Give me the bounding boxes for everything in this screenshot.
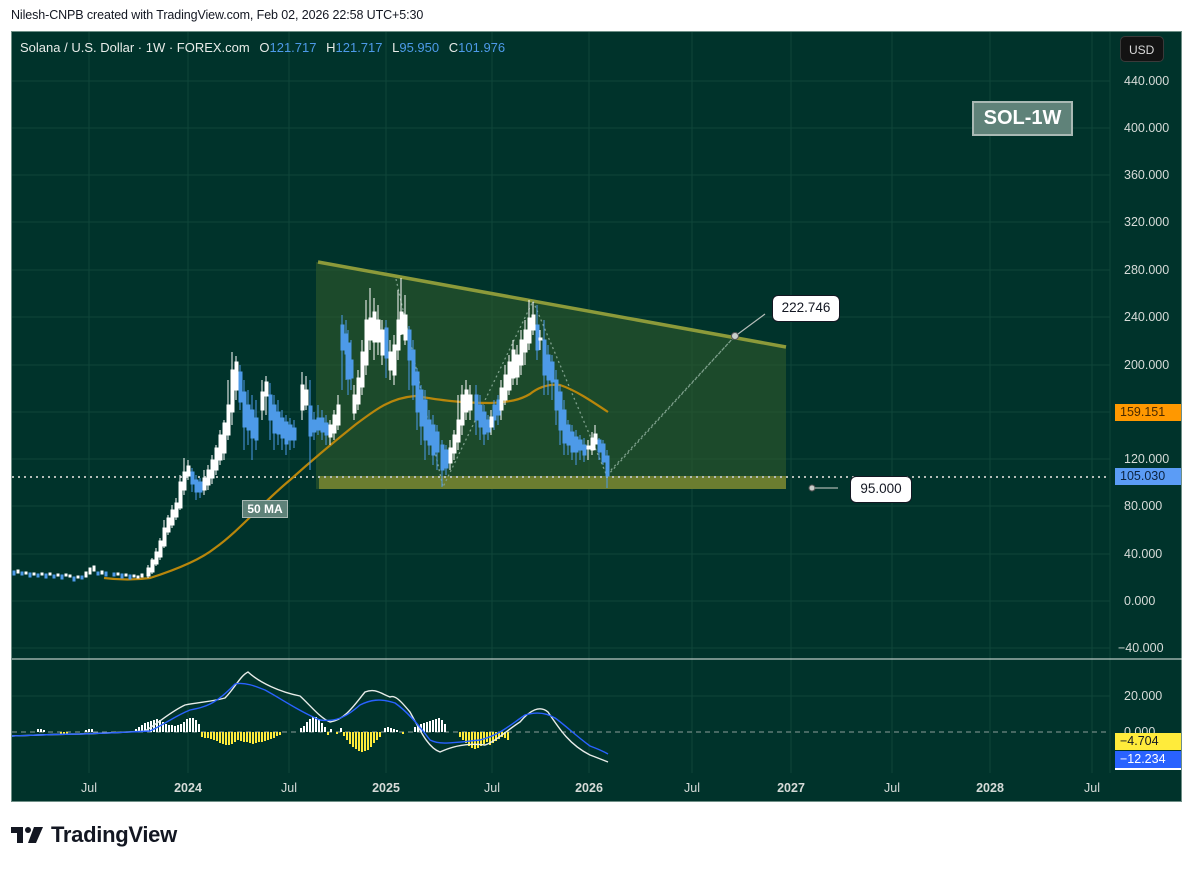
open-label: O — [259, 40, 270, 55]
time-tick: 2028 — [976, 781, 1004, 795]
price-tick: 0.000 — [1124, 594, 1156, 608]
price-tick: −40.000 — [1118, 641, 1164, 655]
price-tick: 80.000 — [1124, 499, 1163, 513]
time-tick: 2024 — [174, 781, 202, 795]
support-price-callout[interactable]: 95.000 — [850, 476, 912, 503]
price-tick: 200.000 — [1124, 358, 1170, 372]
close-label: C — [448, 40, 459, 55]
time-tick: Jul — [81, 781, 97, 795]
macd-signal-tag: −4.704 — [1115, 733, 1181, 750]
time-tick: Jul — [1084, 781, 1100, 795]
time-tick: 2025 — [372, 781, 400, 795]
chart-credit: Nilesh-CNPB created with TradingView.com… — [11, 8, 424, 22]
price-tick: 40.000 — [1124, 547, 1163, 561]
candlesticks — [12, 278, 610, 582]
time-tick: Jul — [281, 781, 297, 795]
time-tick: 2026 — [575, 781, 603, 795]
symbol-name: Solana / U.S. Dollar · 1W · FOREX.com — [20, 40, 250, 55]
price-tick: 320.000 — [1124, 215, 1170, 229]
symbol-legend[interactable]: Solana / U.S. Dollar · 1W · FOREX.com O1… — [20, 40, 505, 55]
tradingview-logo-icon — [11, 827, 43, 843]
low-value: 95.950 — [399, 40, 440, 55]
time-tick: Jul — [684, 781, 700, 795]
macd-signal-line — [11, 671, 609, 763]
support-point — [808, 484, 816, 492]
price-tick: 440.000 — [1124, 74, 1170, 88]
ma50-line — [103, 383, 609, 581]
low-label: L — [392, 40, 400, 55]
price-tick: 360.000 — [1124, 168, 1170, 182]
descending-trendline — [317, 260, 787, 349]
price-tick: 400.000 — [1124, 121, 1170, 135]
time-tick: 2027 — [777, 781, 805, 795]
macd-histogram — [37, 717, 509, 752]
close-value: 101.976 — [458, 40, 506, 55]
open-value: 121.717 — [269, 40, 317, 55]
time-tick: Jul — [484, 781, 500, 795]
chart-title-label[interactable]: SOL-1W — [972, 101, 1073, 136]
price-tick: 280.000 — [1124, 263, 1170, 277]
time-tick: Jul — [884, 781, 900, 795]
ma-label[interactable]: 50 MA — [242, 500, 288, 518]
brand-name: TradingView — [51, 822, 177, 847]
tradingview-logo[interactable]: TradingView — [11, 822, 177, 848]
price-tick: 240.000 — [1124, 310, 1170, 324]
high-label: H — [326, 40, 336, 55]
support-zone — [319, 476, 786, 489]
macd-value-tag: −12.234 — [1115, 751, 1181, 770]
target-point — [731, 332, 739, 340]
ma-price-tag: 159.151 — [1115, 404, 1181, 421]
macd-line — [11, 682, 609, 755]
last-price-tag: 105.030 — [1115, 468, 1181, 485]
target-price-callout[interactable]: 222.746 — [772, 295, 840, 322]
macd-tick: 20.000 — [1124, 689, 1163, 703]
projection-line — [610, 335, 736, 471]
price-tick: 120.000 — [1124, 452, 1170, 466]
currency-button[interactable]: USD — [1120, 36, 1164, 62]
high-value: 121.717 — [335, 40, 383, 55]
